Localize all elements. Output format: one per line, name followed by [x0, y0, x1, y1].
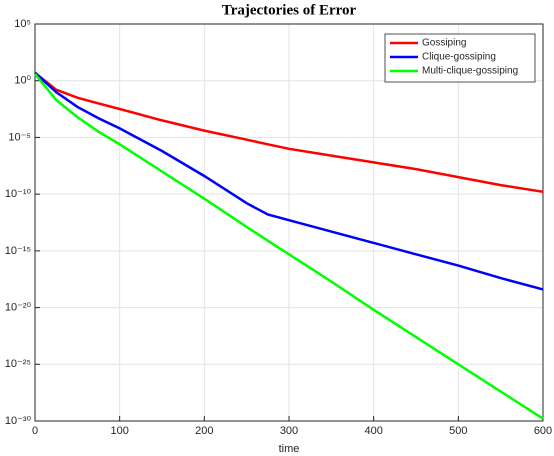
y-tick-label: 10⁻²⁰ — [5, 301, 32, 313]
x-tick-label: 400 — [364, 425, 382, 437]
x-tick-label: 300 — [280, 425, 298, 437]
y-tick-label: 10⁻¹⁵ — [5, 245, 31, 257]
x-axis-label: time — [279, 443, 300, 455]
series-line — [34, 71, 544, 194]
x-tick-label: 500 — [449, 425, 467, 437]
legend-label: Multi-clique-gossiping — [422, 66, 518, 77]
plot-frame — [34, 23, 544, 422]
series-line — [34, 73, 544, 420]
x-tick-label: 200 — [195, 425, 213, 437]
y-tick-label: 10⁻⁵ — [8, 131, 31, 143]
chart-title: Trajectories of Error — [222, 2, 357, 18]
y-tick-label: 10⁻³⁰ — [5, 415, 32, 427]
y-tick-label: 10⁻¹⁰ — [5, 188, 32, 200]
x-tick-label: 600 — [534, 425, 552, 437]
series-line — [34, 71, 544, 291]
x-tick-label: 100 — [110, 425, 128, 437]
y-tick-label: 10⁵ — [14, 18, 31, 30]
x-tick-label: 0 — [32, 425, 38, 437]
y-tick-label: 10⁰ — [14, 75, 31, 87]
legend-label: Clique-gossiping — [422, 52, 496, 63]
y-tick-label: 10⁻²⁵ — [5, 358, 31, 370]
legend-label: Gossiping — [422, 38, 466, 49]
